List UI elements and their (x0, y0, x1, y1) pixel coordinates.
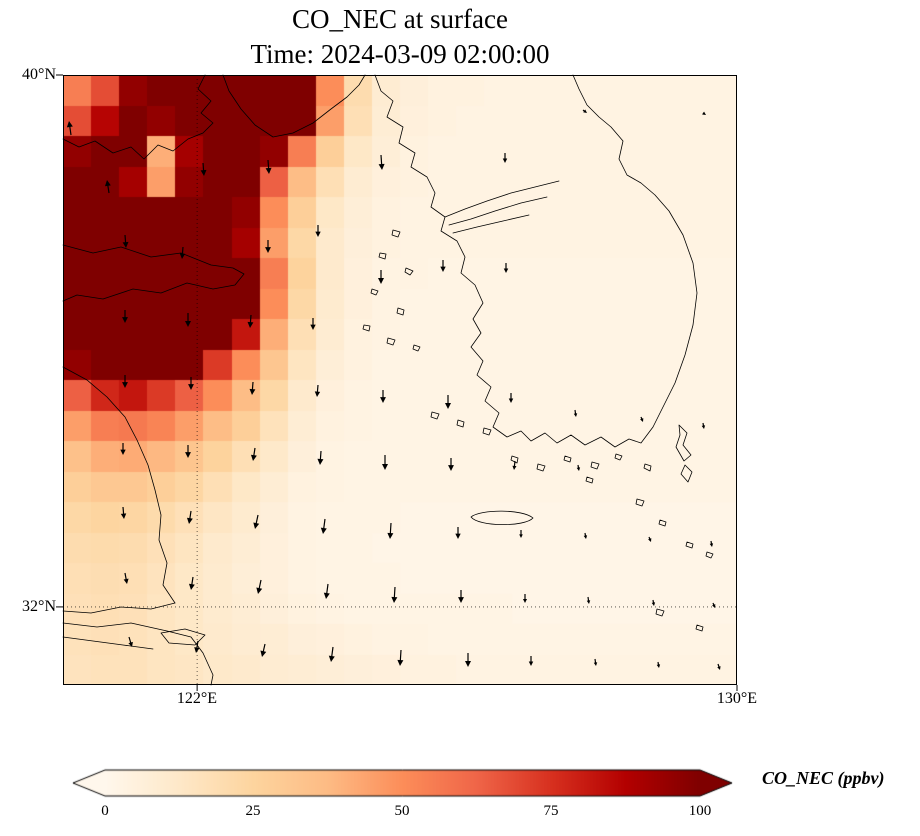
colorbar-tick-100: 100 (688, 803, 712, 819)
colorbar-tick-75: 75 (543, 803, 559, 819)
x-tick-label-130e: 130°E (716, 690, 758, 707)
coastlines-group (62, 74, 714, 686)
y-tick-label-32n: 32°N (22, 598, 56, 615)
axis-ticks-group (56, 74, 738, 691)
heatmap-canvas (63, 75, 737, 685)
colorbar-canvas (72, 768, 733, 798)
colorbar-label: CO_NEC (ppbv) (762, 768, 885, 788)
map-frame (63, 75, 737, 685)
colorbar-tick-50: 50 (394, 803, 410, 819)
jeju-island-outline (470, 510, 534, 525)
chart-subtitle: Time: 2024-03-09 02:00:00 (250, 39, 550, 69)
title-block: CO_NEC at surface Time: 2024-03-09 02:00… (63, 2, 737, 72)
chart-title: CO_NEC at surface (292, 4, 508, 34)
x-tick-label-122e: 122°E (176, 690, 218, 707)
wind-arrows-group (66, 109, 721, 670)
colorbar-tick-25: 25 (245, 803, 261, 819)
colorbar-tick-0: 0 (101, 803, 109, 819)
y-tick-label-40n: 40°N (22, 66, 56, 83)
rivers-group (444, 180, 560, 234)
islands-group (362, 229, 714, 632)
gridlines-group (63, 75, 737, 685)
